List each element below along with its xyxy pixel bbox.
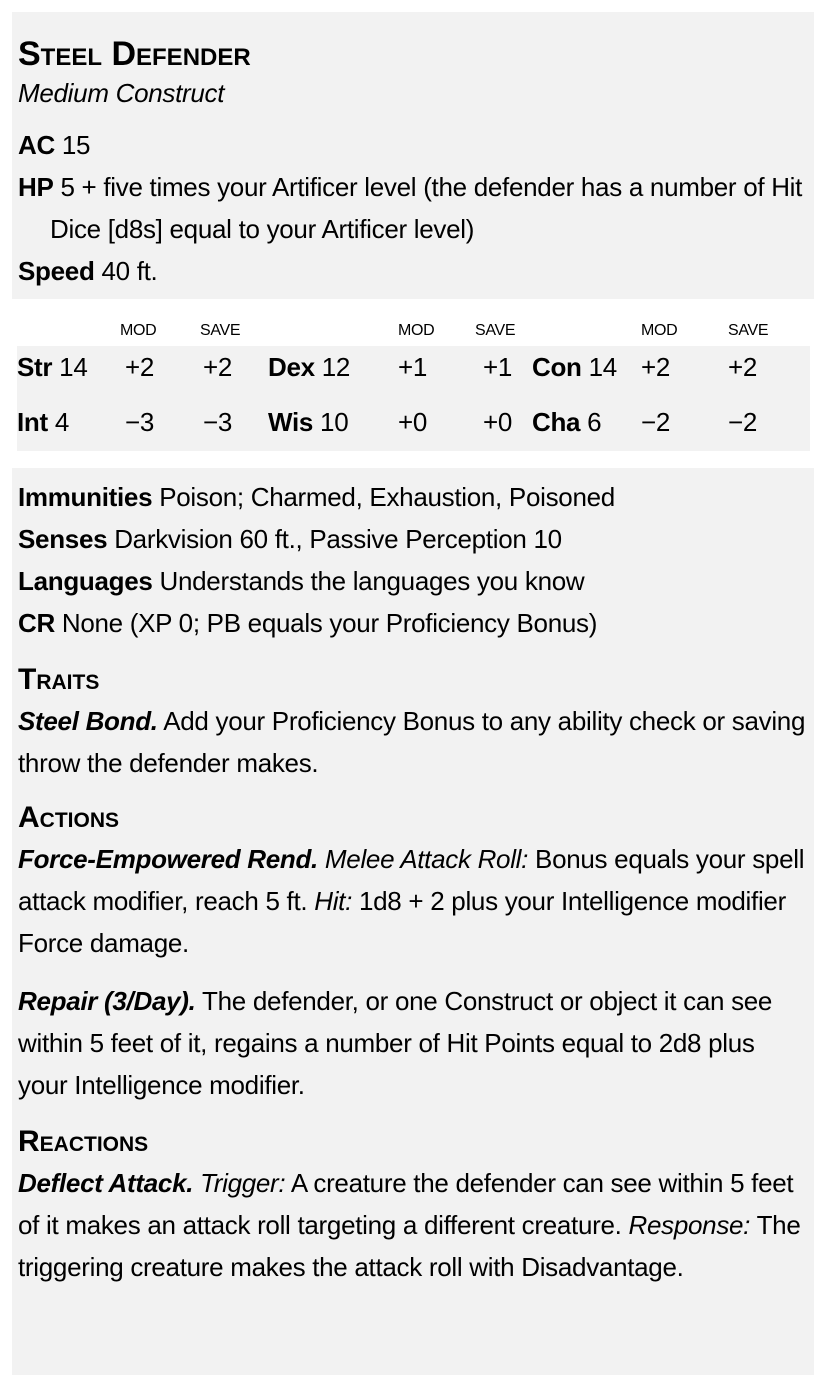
ability-row: Str 14 +2 +2 Dex 12 +1 +1 Con 14 +2 +2 (17, 346, 810, 388)
actions-heading: Actions (18, 801, 119, 834)
ability-mod: +2 (125, 352, 155, 382)
response-text: The triggering creature makes the attack… (18, 1210, 801, 1282)
ability-score: 12 (321, 352, 351, 382)
ability-mod: −2 (641, 407, 671, 437)
ability-con: Con 14 (532, 346, 617, 388)
ability-mod: +1 (398, 352, 428, 382)
ability-score: 4 (54, 407, 69, 437)
action-name: Repair (3/Day). (18, 986, 196, 1016)
ability-name: Cha (532, 407, 581, 437)
mod-header: MOD (641, 322, 678, 339)
ac-value: 15 (61, 130, 91, 160)
senses-value: Darkvision 60 ft., Passive Perception 10 (114, 524, 562, 554)
cr-value: None (XP 0; PB equals your Proficiency B… (61, 608, 598, 638)
immunities: Immunities Poison; Charmed, Exhaustion, … (18, 476, 808, 518)
ability-mod: +0 (398, 407, 428, 437)
cr-label: CR (18, 608, 55, 638)
ability-save: +0 (483, 407, 513, 437)
reaction-name: Deflect Attack. (18, 1168, 194, 1198)
response-label: Response: (628, 1210, 751, 1240)
ability-save: +2 (728, 352, 758, 382)
action-repair: Repair (3/Day). The defender, or one Con… (18, 980, 808, 1106)
ability-save: −2 (728, 407, 758, 437)
speed-label: Speed (18, 256, 95, 286)
trigger-label: Trigger: (200, 1168, 286, 1198)
hit-points: HP 5 + five times your Artificer level (… (18, 166, 808, 250)
ac-label: AC (18, 130, 55, 160)
hp-label: HP (18, 172, 54, 202)
ability-score: 6 (587, 407, 602, 437)
mod-header: MOD (398, 322, 435, 339)
ability-dex: Dex 12 (268, 346, 350, 388)
ability-score: 10 (320, 407, 349, 437)
armor-class: AC 15 (18, 124, 808, 166)
ability-save: +1 (483, 352, 513, 382)
languages: Languages Understands the languages you … (18, 560, 808, 602)
save-header: SAVE (200, 322, 241, 339)
attack-type: Melee Attack Roll: (324, 844, 529, 874)
ability-score: 14 (59, 352, 88, 382)
mod-header: MOD (120, 322, 157, 339)
trait-text: Add your Proficiency Bonus to any abilit… (18, 706, 806, 778)
ability-scores-table: MOD SAVE MOD SAVE MOD SAVE Str 14 +2 +2 Dex… (17, 318, 810, 451)
ability-name: Int (17, 407, 48, 437)
stat-block-body: Immunities Poison; Charmed, Exhaustion, … (12, 468, 814, 1375)
ability-header-row: MOD SAVE MOD SAVE MOD SAVE (17, 318, 810, 346)
languages-value: Understands the languages you know (159, 566, 585, 596)
hit-label: Hit: (314, 886, 353, 916)
stat-block-header: Steel Defender Medium Construct AC 15 HP… (12, 12, 814, 299)
trait-steel-bond: Steel Bond. Add your Proficiency Bonus t… (18, 700, 808, 784)
creature-name: Steel Defender (18, 35, 251, 73)
languages-label: Languages (18, 566, 153, 596)
hp-value: 5 + five times your Artificer level (the… (50, 172, 803, 244)
save-header: SAVE (728, 322, 769, 339)
speed-value: 40 ft. (101, 256, 158, 286)
reactions-heading: Reactions (18, 1125, 149, 1158)
ability-mod: +2 (641, 352, 671, 382)
action-text: The defender, or one Construct or object… (18, 986, 773, 1100)
ability-row: Int 4 −3 −3 Wis 10 +0 +0 Cha 6 −2 −2 (17, 401, 810, 443)
immunities-label: Immunities (18, 482, 153, 512)
ability-save: +2 (203, 352, 233, 382)
ability-rows: Str 14 +2 +2 Dex 12 +1 +1 Con 14 +2 +2 Int 4 −3 −3 W… (17, 346, 810, 451)
ability-int: Int 4 (17, 401, 69, 443)
reaction-deflect-attack: Deflect Attack. Trigger: A creature the … (18, 1162, 808, 1288)
ability-save: −3 (203, 407, 233, 437)
attack-text: Bonus equals your spell attack modifier,… (18, 844, 805, 916)
trait-name: Steel Bond. (18, 706, 158, 736)
action-name: Force-Empowered Rend. (18, 844, 318, 874)
ability-str: Str 14 (17, 346, 88, 388)
speed: Speed 40 ft. (18, 250, 808, 292)
traits-heading: Traits (18, 663, 100, 696)
save-header: SAVE (475, 322, 516, 339)
ability-cha: Cha 6 (532, 401, 602, 443)
ability-name: Dex (268, 352, 315, 382)
challenge-rating: CR None (XP 0; PB equals your Proficienc… (18, 602, 808, 644)
action-force-empowered-rend: Force-Empowered Rend. Melee Attack Roll:… (18, 838, 808, 964)
ability-name: Con (532, 352, 582, 382)
ability-mod: −3 (125, 407, 155, 437)
senses-label: Senses (18, 524, 108, 554)
senses: Senses Darkvision 60 ft., Passive Percep… (18, 518, 808, 560)
hit-text: 1d8 + 2 plus your Intelligence modifier … (18, 886, 786, 958)
creature-type: Medium Construct (18, 78, 225, 108)
ability-name: Wis (268, 407, 314, 437)
ability-score: 14 (588, 352, 618, 382)
ability-wis: Wis 10 (268, 401, 349, 443)
trigger-text: A creature the defender can see within 5… (18, 1168, 794, 1240)
ability-name: Str (17, 352, 53, 382)
immunities-value: Poison; Charmed, Exhaustion, Poisoned (159, 482, 615, 512)
